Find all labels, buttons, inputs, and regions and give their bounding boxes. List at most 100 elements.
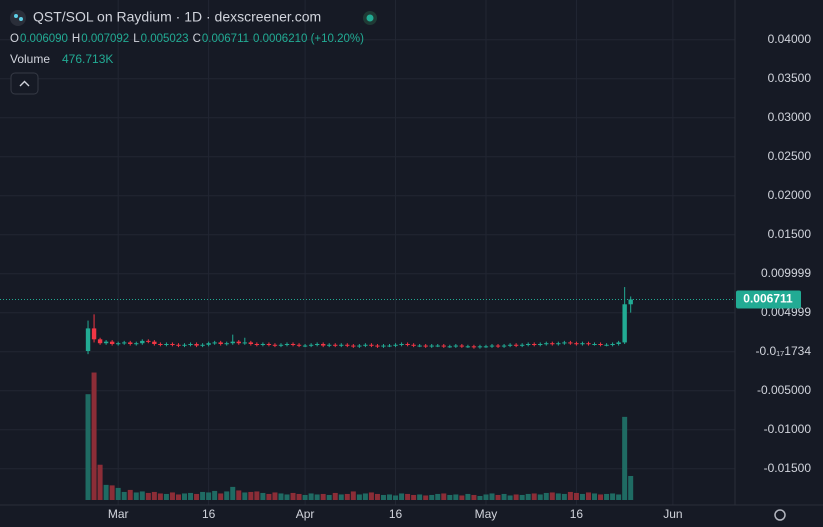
candle-body bbox=[128, 342, 133, 344]
candle-body bbox=[417, 345, 422, 347]
settings-icon[interactable] bbox=[774, 509, 786, 521]
volume-bar bbox=[495, 494, 501, 500]
axes: 0.04000 0.03500 0.03000 0.02500 0.02000 0.015… bbox=[108, 32, 811, 521]
ohlc-key: H bbox=[72, 33, 80, 45]
last-price-label: 0.006711 bbox=[743, 292, 793, 306]
volume-bar bbox=[567, 491, 573, 500]
volume-bar bbox=[85, 394, 91, 500]
candle-body bbox=[260, 343, 266, 345]
volume-bar bbox=[477, 495, 483, 500]
y-tick-label: 0.03000 bbox=[768, 110, 812, 124]
ohlc-legend: O 0.006090 H 0.007092 L 0.005023 C 0.006711 0.00… bbox=[10, 33, 364, 45]
candle-body bbox=[447, 346, 453, 348]
candle-body bbox=[146, 340, 151, 342]
volume-bar bbox=[260, 492, 266, 500]
volume-bar bbox=[284, 494, 290, 500]
collapse-button[interactable] bbox=[10, 72, 39, 95]
volume-bar bbox=[356, 494, 362, 500]
volume-bar bbox=[507, 495, 513, 500]
volume-bar bbox=[447, 494, 453, 500]
candle-body bbox=[351, 345, 356, 347]
x-tick-label: 16 bbox=[202, 507, 216, 521]
candle-body bbox=[140, 340, 145, 344]
volume-bar bbox=[121, 491, 127, 500]
chart-title: QST/SOL on Raydium · 1D · dexscreener.co… bbox=[33, 9, 321, 25]
volume-bar bbox=[266, 493, 272, 500]
candle-body bbox=[507, 344, 513, 346]
candle-body bbox=[158, 343, 163, 345]
ohlc-value: 0.006711 bbox=[202, 33, 249, 45]
candle-body bbox=[586, 343, 591, 345]
volume-bar bbox=[236, 490, 242, 500]
candle-body bbox=[598, 343, 603, 345]
volume-bar bbox=[501, 493, 507, 500]
ohlc-key: C bbox=[193, 33, 201, 45]
volume-bar bbox=[182, 493, 188, 500]
volume-bar bbox=[290, 492, 296, 500]
candle-body bbox=[568, 342, 573, 344]
volume-bar bbox=[423, 495, 429, 500]
volume-bar bbox=[151, 491, 157, 500]
candle-body bbox=[230, 341, 235, 344]
candle-body bbox=[284, 343, 290, 345]
volume-bar bbox=[145, 492, 151, 500]
volume-bar bbox=[622, 416, 628, 500]
candle-body bbox=[339, 344, 344, 346]
ohlc-value: 0.005023 bbox=[141, 33, 189, 45]
volume-bar bbox=[224, 491, 230, 500]
x-tick-label: 16 bbox=[389, 507, 403, 521]
y-tick-label: 0.009999 bbox=[761, 266, 811, 280]
candle-body bbox=[562, 342, 567, 344]
candle-body bbox=[435, 345, 440, 347]
candle-body bbox=[194, 343, 199, 346]
logo-dot bbox=[14, 14, 18, 18]
candle-body bbox=[109, 341, 115, 344]
ohlc-key: O bbox=[10, 33, 19, 45]
volume-bar bbox=[188, 492, 194, 500]
volume-bar bbox=[610, 493, 616, 500]
volume-bar bbox=[326, 494, 332, 500]
x-tick-label: 16 bbox=[570, 507, 584, 521]
y-tick-label: 0.02000 bbox=[768, 188, 812, 202]
volume-bar bbox=[604, 493, 610, 500]
volume-bar bbox=[169, 492, 175, 500]
volume-bar bbox=[628, 475, 634, 500]
volume-bar bbox=[109, 485, 115, 500]
candle-body bbox=[429, 345, 434, 347]
volume-bar bbox=[368, 492, 374, 500]
candle-body bbox=[170, 343, 175, 345]
candle-body bbox=[290, 343, 296, 345]
volume-bar bbox=[139, 491, 145, 500]
candle-body bbox=[556, 343, 561, 345]
candle-body bbox=[459, 345, 465, 347]
candle-body bbox=[152, 341, 157, 344]
volume-bar bbox=[519, 494, 525, 500]
y-tick-label: 0.04000 bbox=[768, 32, 812, 46]
candle-body bbox=[327, 344, 332, 346]
price-layer bbox=[0, 287, 735, 355]
candle-body bbox=[477, 346, 483, 348]
volume-bar bbox=[206, 492, 212, 500]
volume-bar bbox=[374, 493, 380, 500]
volume-bar bbox=[531, 493, 537, 500]
candle-body bbox=[519, 344, 525, 346]
volume-bar bbox=[320, 493, 326, 500]
candle-body bbox=[616, 342, 621, 344]
volume-bar bbox=[380, 494, 386, 500]
volume-bar bbox=[465, 493, 471, 500]
candle-body bbox=[628, 299, 633, 305]
volume-bar bbox=[91, 372, 97, 500]
volume-bar bbox=[585, 492, 591, 500]
volume-bar bbox=[387, 494, 393, 500]
volume-bar bbox=[218, 493, 224, 500]
status-dot bbox=[366, 14, 374, 22]
volume-bar bbox=[592, 493, 598, 500]
candle-body bbox=[532, 343, 537, 345]
ohlc-key: L bbox=[133, 33, 140, 45]
candle-body bbox=[206, 343, 211, 345]
volume-bar bbox=[212, 490, 218, 500]
y-tick-label: 0.02500 bbox=[768, 149, 812, 163]
candle-body bbox=[85, 328, 91, 352]
candle-body bbox=[580, 343, 585, 345]
